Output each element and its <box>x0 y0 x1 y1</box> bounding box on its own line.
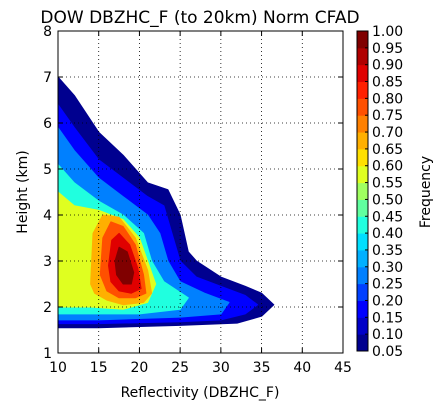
colorbar-segment <box>357 64 368 83</box>
colorbar-segment <box>357 182 368 200</box>
x-axis-label: Reflectivity (DBZHC_F) <box>121 385 280 401</box>
y-tick-label: 8 <box>43 24 52 40</box>
colorbar-tick-label: 0.65 <box>372 142 403 158</box>
colorbar-tick-label: 1.00 <box>372 24 403 40</box>
colorbar-segment <box>357 300 368 318</box>
x-tick-label: 35 <box>253 360 271 376</box>
colorbar-segment <box>357 148 368 167</box>
colorbar-segment <box>357 165 368 184</box>
colorbar-tick-label: 0.85 <box>372 75 403 91</box>
contour-region <box>121 258 132 278</box>
colorbar-tick-label: 0.95 <box>372 41 403 57</box>
colorbar-tick-label: 0.20 <box>372 293 403 309</box>
x-axis-ticks: 10 15 20 25 30 35 40 45 <box>49 31 352 376</box>
x-tick-label: 30 <box>212 360 230 376</box>
colorbar-segment <box>357 31 368 49</box>
colorbar-label: Frequency <box>418 156 434 228</box>
y-tick-label: 7 <box>43 70 52 86</box>
x-tick-label: 20 <box>131 360 149 376</box>
x-tick-label: 10 <box>49 360 67 376</box>
colorbar: 0.050.100.150.200.250.300.350.400.450.50… <box>356 24 403 360</box>
x-tick-label: 45 <box>334 360 352 376</box>
colorbar-segment <box>357 233 368 251</box>
colorbar-tick-label: 0.80 <box>372 91 403 107</box>
colorbar-tick-label: 0.70 <box>372 125 403 141</box>
grid-lines <box>58 31 343 353</box>
y-tick-label: 4 <box>43 208 52 224</box>
colorbar-tick-label: 0.60 <box>372 159 403 175</box>
colorbar-segment <box>357 216 368 234</box>
colorbar-segment <box>357 81 368 99</box>
colorbar-tick-label: 0.40 <box>372 226 403 242</box>
colorbar-segment <box>357 266 368 285</box>
colorbar-tick-label: 0.25 <box>372 277 403 293</box>
colorbar-segment <box>357 334 368 352</box>
y-tick-label: 5 <box>43 162 52 178</box>
colorbar-tick-label: 0.45 <box>372 209 403 225</box>
y-tick-label: 6 <box>43 116 52 132</box>
colorbar-tick-label: 0.75 <box>372 108 403 124</box>
y-tick-label: 2 <box>43 300 52 316</box>
colorbar-segment <box>357 283 368 301</box>
colorbar-segment <box>357 115 368 133</box>
colorbar-segment <box>357 47 368 66</box>
colorbar-tick-label: 0.90 <box>372 58 403 74</box>
colorbar-tick-label: 0.55 <box>372 176 403 192</box>
chart-title: DOW DBZHC_F (to 20km) Norm CFAD <box>40 8 359 28</box>
y-tick-label: 1 <box>43 346 52 362</box>
contour-regions <box>58 76 275 329</box>
x-tick-label: 25 <box>171 360 189 376</box>
colorbar-segment <box>357 132 368 150</box>
colorbar-segment <box>357 98 368 116</box>
colorbar-segment <box>357 199 368 217</box>
x-tick-label: 15 <box>90 360 108 376</box>
x-tick-label: 40 <box>293 360 311 376</box>
colorbar-segment <box>357 249 368 268</box>
colorbar-tick-label: 0.05 <box>372 344 403 360</box>
y-tick-label: 3 <box>43 254 52 270</box>
colorbar-tick-label: 0.35 <box>372 243 403 259</box>
colorbar-tick-label: 0.30 <box>372 260 403 276</box>
colorbar-segment <box>357 317 368 335</box>
colorbar-tick-label: 0.10 <box>372 327 403 343</box>
plot-frame <box>57 30 344 354</box>
y-axis-label: Height (km) <box>15 150 31 233</box>
colorbar-frame <box>356 30 369 352</box>
colorbar-tick-label: 0.15 <box>372 310 403 326</box>
colorbar-tick-label: 0.50 <box>372 192 403 208</box>
y-axis-ticks: 1 2 3 4 5 6 7 8 <box>43 24 343 362</box>
